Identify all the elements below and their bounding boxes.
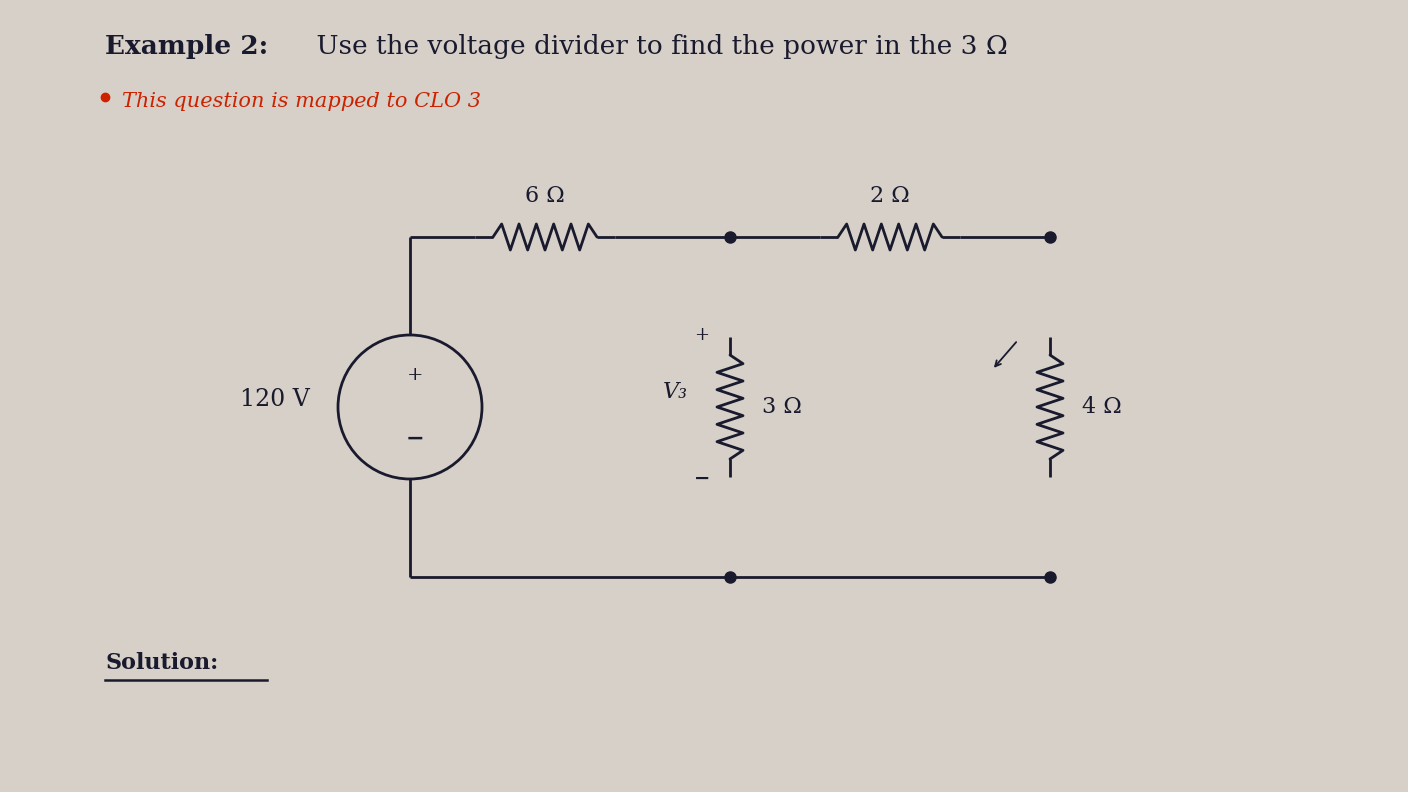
Text: Use the voltage divider to find the power in the 3 Ω: Use the voltage divider to find the powe… [308,34,1008,59]
Text: 2 Ω: 2 Ω [870,185,910,207]
Text: 4 Ω: 4 Ω [1081,396,1122,418]
Text: Example 2:: Example 2: [106,34,269,59]
Text: 120 V: 120 V [241,387,310,410]
Text: +: + [407,366,424,384]
Text: 3 Ω: 3 Ω [762,396,803,418]
Text: This question is mapped to CLO 3: This question is mapped to CLO 3 [122,92,482,111]
Text: +: + [694,326,710,344]
Text: −: − [694,470,710,488]
Text: Solution:: Solution: [106,652,218,674]
Text: V₃: V₃ [663,381,689,403]
Text: 6 Ω: 6 Ω [525,185,565,207]
Text: −: − [406,428,424,450]
